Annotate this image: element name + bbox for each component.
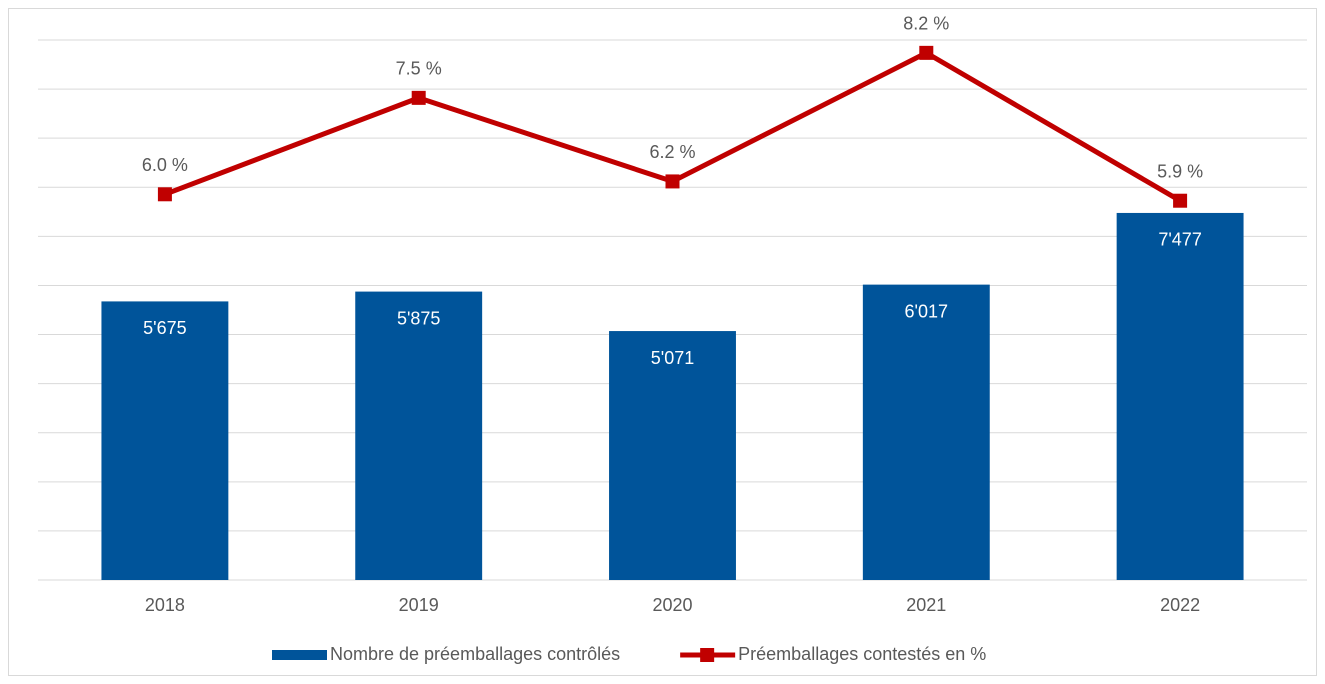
data-label: 7'477 [1158,230,1201,250]
marker [411,90,426,105]
x-tick-label: 2022 [1160,595,1200,615]
x-tick-label: 2018 [145,595,185,615]
bar [101,301,229,580]
data-label: 5'875 [397,308,440,328]
marker [919,45,934,60]
data-label: 5'675 [143,318,186,338]
legend-label: Préemballages contestés en % [738,644,986,664]
x-tick-label: 2019 [399,595,439,615]
data-label: 8.2 % [903,14,949,34]
legend-swatch [700,648,715,662]
marker [665,174,680,189]
marker [1173,193,1188,208]
data-label: 5'071 [651,348,694,368]
data-label: 7.5 % [396,59,442,79]
data-label: 6.0 % [142,155,188,175]
legend-swatch [272,650,327,660]
chart-border [8,8,1317,676]
data-label: 6'017 [905,301,948,321]
bar [1116,212,1244,580]
bar [862,284,990,580]
data-label: 6.2 % [649,142,695,162]
bar [609,331,736,580]
data-label: 5.9 % [1157,161,1203,181]
marker [157,187,172,202]
x-tick-label: 2021 [906,595,946,615]
bar [355,291,483,580]
x-tick-label: 2020 [652,595,692,615]
legend-label: Nombre de préemballages contrôlés [330,644,620,664]
